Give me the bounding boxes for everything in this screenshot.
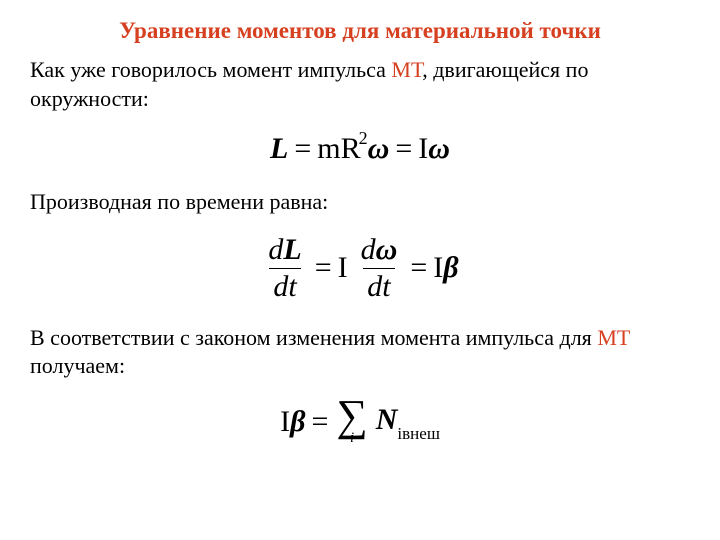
eq2-beta: β bbox=[443, 251, 458, 284]
eq3-beta: β bbox=[290, 405, 305, 438]
eq2-dt2: dt bbox=[363, 268, 394, 302]
eq2-frac1: dL dt bbox=[264, 235, 305, 302]
eq3-sigma-sub: i bbox=[350, 431, 354, 446]
para1-highlight: МТ bbox=[391, 57, 422, 82]
eq1-equals2: = bbox=[395, 132, 412, 166]
eq2-d2: d bbox=[361, 233, 376, 266]
para3-text1: В соответствии с законом изменения момен… bbox=[30, 325, 597, 350]
eq3-equals: = bbox=[311, 405, 328, 439]
eq1-R: R bbox=[341, 132, 361, 165]
eq2-d1: d bbox=[268, 233, 283, 266]
eq1-sq: 2 bbox=[359, 128, 368, 148]
eq3-N-sub-rest: внеш bbox=[402, 424, 440, 443]
eq3-sum: ∑ i bbox=[336, 399, 367, 446]
eq1-equals: = bbox=[294, 132, 311, 166]
equation-3: Iβ = ∑ i Ni внеш bbox=[30, 399, 690, 446]
eq2-L: L bbox=[283, 233, 301, 266]
equation-1: L = mR2ω = Iω bbox=[30, 131, 690, 166]
eq2-I1: I bbox=[338, 251, 348, 285]
eq1-L: L bbox=[270, 132, 288, 166]
eq3-I: I bbox=[280, 405, 290, 438]
para1-text1: Как уже говорилось момент импульса bbox=[30, 57, 391, 82]
eq2-frac2: dω dt bbox=[357, 235, 402, 302]
eq1-omega1: ω bbox=[368, 132, 390, 165]
para3-highlight: МТ bbox=[597, 325, 630, 350]
eq1-I: I bbox=[418, 132, 428, 165]
eq2-equals2: = bbox=[410, 251, 427, 285]
page-title: Уравнение моментов для материальной точк… bbox=[30, 18, 690, 44]
eq1-m: m bbox=[317, 132, 340, 165]
eq3-N: N bbox=[376, 403, 398, 436]
para3-text2: получаем: bbox=[30, 353, 125, 378]
eq2-dt1: dt bbox=[269, 268, 300, 302]
eq2-equals1: = bbox=[315, 251, 332, 285]
eq3-sigma: ∑ bbox=[336, 399, 367, 432]
paragraph-3: В соответствии с законом изменения момен… bbox=[30, 324, 690, 381]
eq1-omega2: ω bbox=[428, 132, 450, 165]
paragraph-2: Производная по времени равна: bbox=[30, 188, 690, 217]
eq2-omega: ω bbox=[376, 233, 398, 266]
paragraph-1: Как уже говорилось момент импульса МТ, д… bbox=[30, 56, 690, 113]
equation-2: dL dt = I dω dt = Iβ bbox=[30, 235, 690, 302]
eq2-I2: I bbox=[433, 251, 443, 284]
